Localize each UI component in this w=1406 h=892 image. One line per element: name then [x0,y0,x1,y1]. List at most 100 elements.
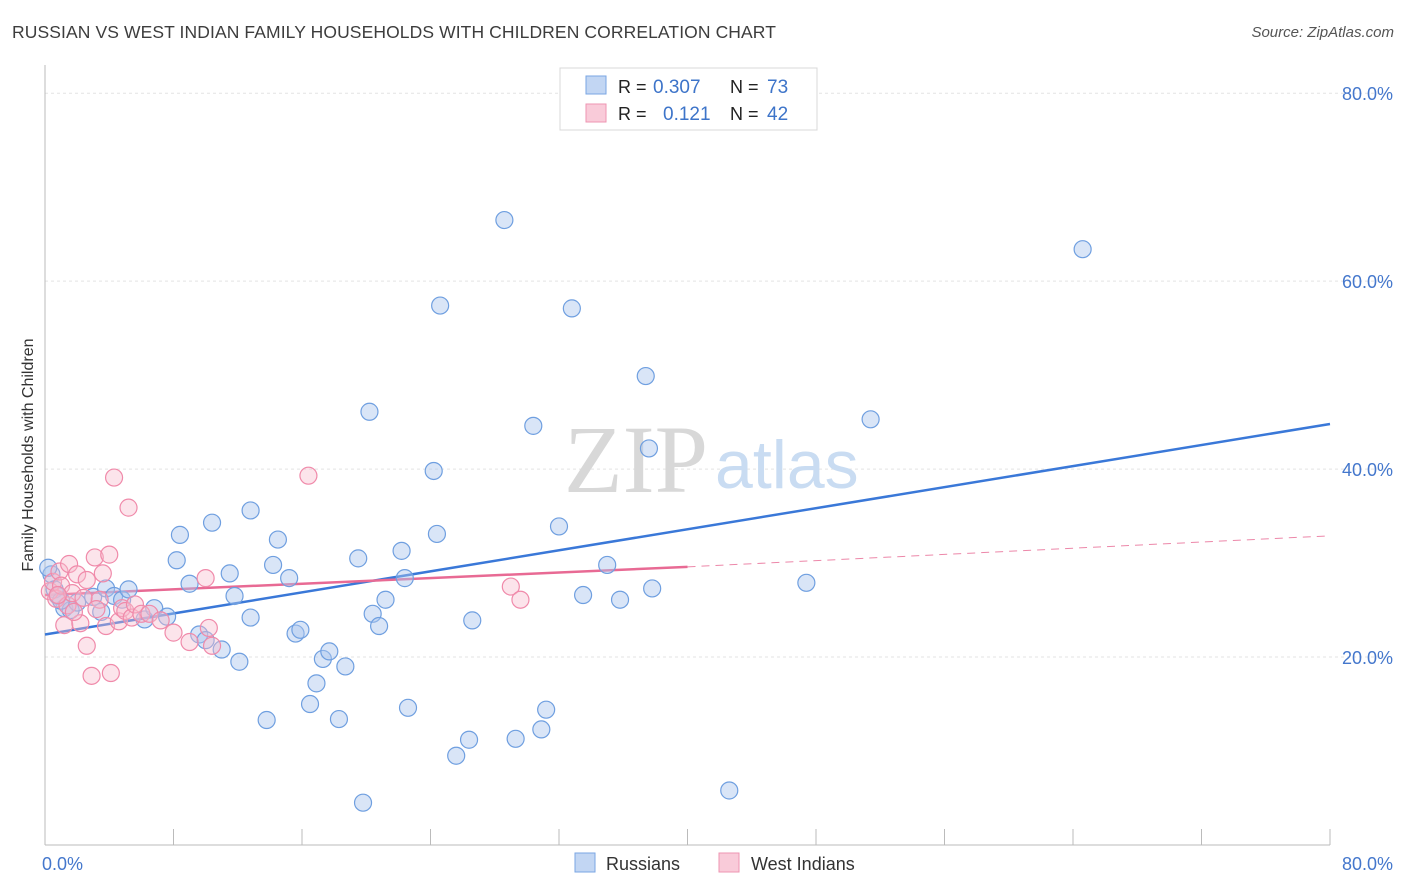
axes [44,65,1331,846]
point-russians [263,555,283,575]
point-russians [427,524,447,544]
point-russians [506,729,525,748]
point-russians [280,569,299,588]
point-russians [1073,240,1092,259]
legend-n-value-russians: 73 [767,77,788,98]
legend-r-value-russians: 0.307 [653,77,701,98]
legend-n-value-west-indians: 42 [767,104,788,125]
point-west-indians [151,611,170,630]
trend-line-west-indians-extension [687,535,1331,568]
point-west-indians [104,468,124,487]
point-russians [398,698,418,717]
legend-bottom-swatch-russians [574,852,596,873]
legend-swatch-russians [585,75,607,95]
point-russians [639,439,659,458]
point-west-indians [119,498,138,517]
trend-lines [44,422,1331,636]
legend-bottom: Russians West Indians [574,852,855,874]
point-russians [431,296,450,315]
x-tick-label: 80.0% [1342,854,1393,874]
point-russians [360,402,379,421]
y-tick-label: 40.0% [1342,460,1393,480]
point-west-indians [77,636,96,655]
y-axis-label: Family Households with Children [20,339,37,572]
point-russians [329,709,349,729]
point-russians [643,579,662,598]
watermark: ZIP atlas [564,406,859,513]
legend-bottom-label-russians: Russians [606,854,680,874]
point-russians [395,569,414,588]
point-russians [636,366,655,386]
point-russians [459,730,479,749]
point-russians [241,608,260,627]
point-russians [39,558,58,577]
point-west-indians [64,602,84,622]
point-west-indians [100,545,119,564]
point-russians [562,299,581,318]
chart-title: RUSSIAN VS WEST INDIAN FAMILY HOUSEHOLDS… [12,22,777,42]
point-west-indians [101,663,120,683]
legend-bottom-label-west-indians: West Indians [751,854,855,874]
point-russians [537,700,556,719]
point-russians [376,590,395,609]
point-west-indians [501,577,520,596]
point-russians [392,541,411,560]
data-points [39,210,1092,812]
point-russians [167,551,186,570]
trend-line-west-indians [44,565,688,597]
y-tick-label: 80.0% [1342,84,1393,104]
point-west-indians [140,604,159,623]
watermark-atlas: atlas [715,427,859,503]
point-west-indians [82,666,101,685]
legend-swatch-west-indians [585,103,607,123]
point-russians [268,530,288,549]
legend-bottom-swatch-west-indians [718,852,740,873]
point-russians [320,642,339,661]
point-west-indians [74,588,93,607]
point-russians [370,616,389,636]
trend-line-russians [44,422,1331,636]
point-russians [861,410,880,429]
point-russians [313,649,332,669]
point-russians [349,549,368,568]
point-russians [610,590,630,609]
point-russians [598,555,617,575]
point-russians [212,640,231,659]
point-west-indians [87,600,106,619]
point-west-indians [202,636,222,655]
legend-n-label-west-indians: N = [730,104,759,124]
point-russians [573,585,593,605]
point-russians [336,657,355,676]
point-russians [257,710,276,730]
point-russians [532,720,551,739]
point-west-indians [180,632,199,652]
point-west-indians [511,590,530,609]
point-russians [300,694,320,714]
point-russians [291,620,310,639]
point-west-indians [299,466,318,485]
point-russians [495,210,514,230]
point-west-indians [68,565,87,584]
watermark-zip: ZIP [564,406,708,513]
legend-n-label-russians: N = [730,77,759,97]
point-russians [241,501,260,520]
y-axis-title: Family Households with Children [20,339,37,572]
point-russians [307,674,326,693]
x-tick-label: 0.0% [42,854,83,874]
legend-r-label-russians: R = [618,77,647,97]
point-russians [524,416,543,435]
point-west-indians [196,569,215,588]
point-russians [353,793,373,812]
point-russians [424,461,443,481]
point-west-indians [55,615,74,635]
point-west-indians [48,585,67,605]
point-russians [463,611,482,630]
point-russians [549,517,569,536]
point-west-indians [85,548,104,567]
point-russians [447,746,466,765]
point-russians [797,573,816,592]
legend-r-label-west-indians: R = [618,104,647,124]
point-russians [230,652,249,671]
point-russians [225,586,244,606]
point-west-indians [71,614,90,633]
